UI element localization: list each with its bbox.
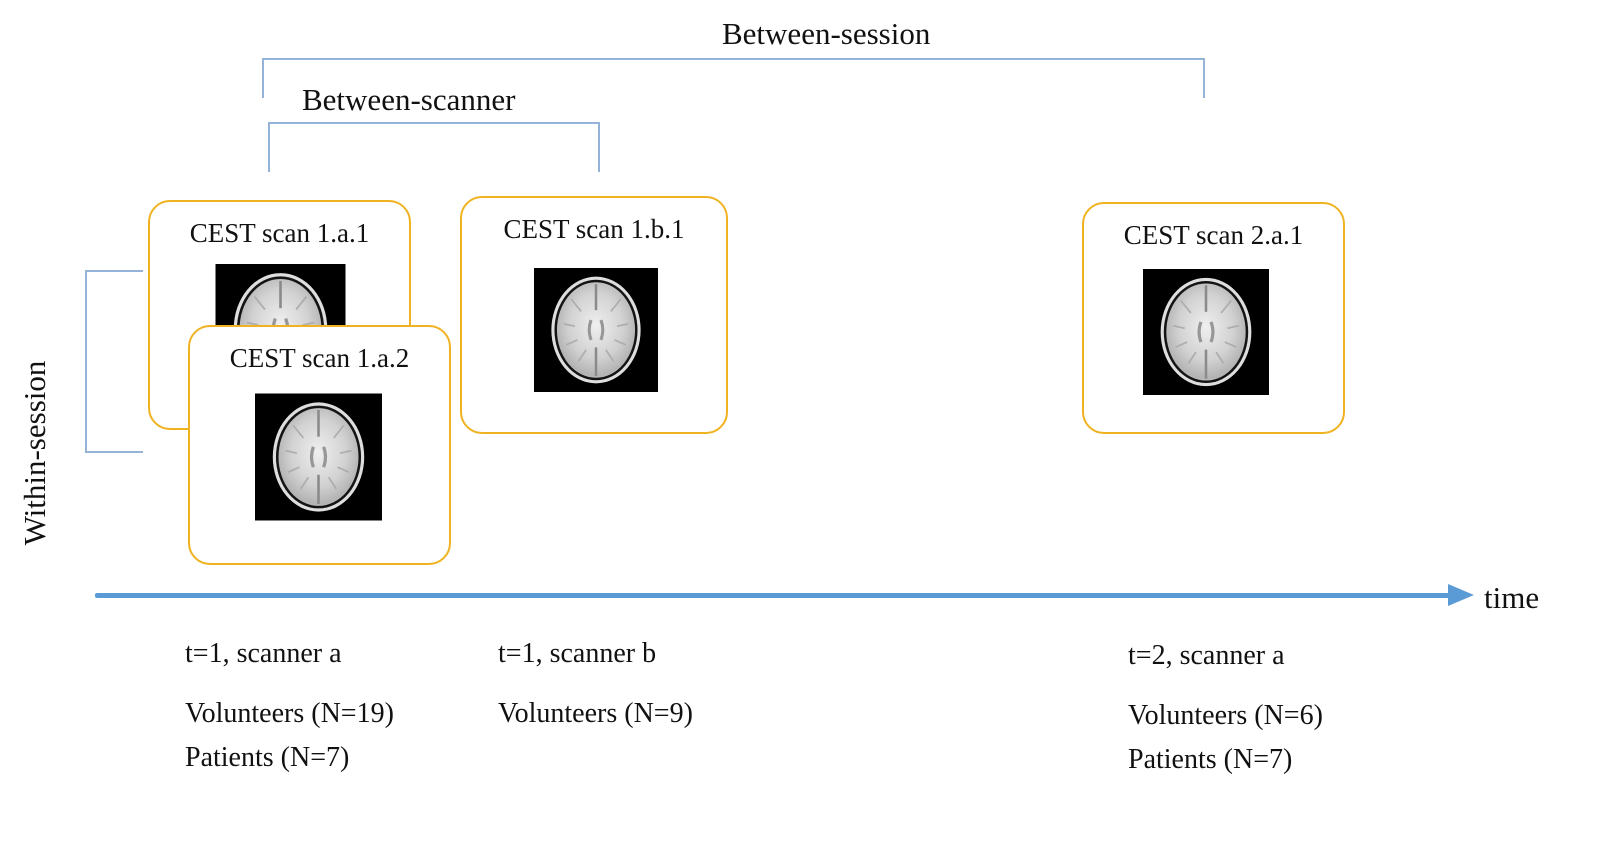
group-session-label: t=1, scanner b [498, 638, 657, 669]
group-t2-scanner-a: t=2, scanner a Volunteers (N=6) Patients… [1128, 640, 1323, 782]
scan-card-2a1: CEST scan 2.a.1 [1082, 202, 1345, 434]
group-t1-scanner-b: t=1, scanner b Volunteers (N=9) [498, 638, 693, 736]
brain-mri-image [534, 268, 658, 392]
group-cohort-line: Volunteers (N=6) [1128, 700, 1323, 731]
group-cohort-line: Patients (N=7) [185, 742, 350, 773]
scan-card-1b1: CEST scan 1.b.1 [460, 196, 728, 434]
scan-card-1b1-title: CEST scan 1.b.1 [503, 214, 685, 244]
brain-mri-image [1143, 268, 1269, 396]
group-session-label: t=2, scanner a [1128, 640, 1285, 671]
time-axis-line [95, 593, 1453, 598]
scan-card-1a2: CEST scan 1.a.2 [188, 325, 451, 565]
time-axis-arrowhead-icon [1448, 584, 1474, 606]
time-axis-label: time [1484, 580, 1540, 615]
within-session-label: Within-session [17, 360, 52, 546]
between-session-label: Between-session [722, 16, 931, 51]
between-scanner-bracket [268, 122, 600, 172]
group-cohort-line: Patients (N=7) [1128, 744, 1293, 775]
group-session-label: t=1, scanner a [185, 638, 342, 669]
within-session-bracket [85, 270, 143, 453]
group-cohort-line: Volunteers (N=19) [185, 698, 394, 729]
group-t1-scanner-a: t=1, scanner a Volunteers (N=19) Patient… [185, 638, 394, 780]
scan-card-2a1-title: CEST scan 2.a.1 [1123, 220, 1304, 250]
between-session-bracket [262, 58, 1205, 98]
scan-card-1a1-title: CEST scan 1.a.1 [189, 218, 370, 248]
group-cohort-line: Volunteers (N=9) [498, 698, 693, 729]
between-scanner-label: Between-scanner [302, 82, 516, 117]
brain-mri-image [255, 393, 382, 521]
scan-card-1a2-title: CEST scan 1.a.2 [229, 343, 410, 373]
